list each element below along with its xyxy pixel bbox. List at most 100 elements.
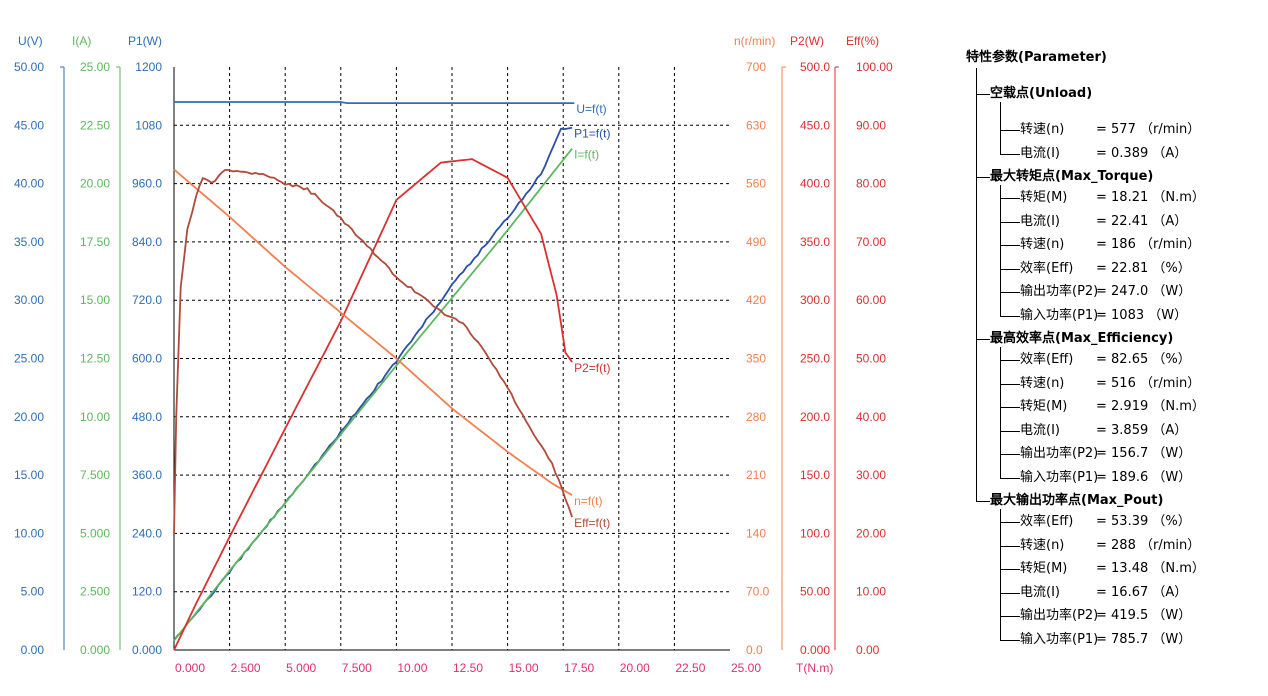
axis-title-left: I(A) [72,34,91,48]
tree-branch [976,501,990,502]
tree-branch [1000,268,1020,270]
parameter-value: = 16.67 （A） [1096,584,1188,600]
tick-label-left: 480.0 [132,410,162,424]
axis-title-right: P2(W) [790,34,824,48]
tree-branch [976,94,990,95]
series-line [173,158,573,651]
parameter-label: 转速(n) [1020,237,1065,252]
parameter-value: = 577 （r/min） [1096,122,1201,137]
tick-label-left: 25.00 [80,60,110,74]
series-label: I=f(t) [574,148,599,162]
tick-label-left: 120.0 [132,585,162,599]
parameter-value: = 22.41 （A） [1096,213,1188,229]
tick-label-left: 0.000 [80,643,110,657]
tick-label-left: 960.0 [132,177,162,191]
tick-label-left: 35.00 [14,235,44,249]
tree-branch [1000,315,1020,317]
parameter-value: = 3.859 （A） [1096,422,1188,438]
parameter-title: 特性参数(Parameter) [966,50,1107,65]
parameter-label: 电流(I) [1020,145,1060,161]
tick-label-right: 0.0 [746,643,763,657]
tree-branch-vertical [1000,102,1001,155]
parameter-group-title: 空载点(Unload) [990,86,1093,101]
series-line [173,168,573,535]
tick-label-right: 400.0 [800,177,830,191]
tick-label-left: 25.00 [14,352,44,366]
series-line [173,126,573,641]
tree-branch [1000,153,1020,155]
tick-label-left: 5.00 [21,585,45,599]
axis-title-right: Eff(%) [846,34,879,48]
parameter-label: 转速(n) [1020,375,1065,391]
parameter-value: = 156.7 （W） [1096,446,1192,461]
tree-branch [1000,569,1020,570]
tick-label-left: 0.00 [21,643,45,657]
tree-branch [1000,292,1020,293]
series-line [173,148,573,642]
tick-label-right: 630 [746,118,766,132]
parameter-value: = 516 （r/min） [1096,375,1201,391]
tick-label-left: 1080 [135,118,162,132]
series-label: n=f(t) [574,494,602,508]
tick-label-right: 0.00 [856,643,880,657]
tick-label-right: 490 [746,235,766,249]
parameter-value: = 1083 （W） [1096,307,1188,323]
tree-branch [976,177,990,178]
tick-label-right: 70.0 [746,585,770,599]
tree-branch-vertical [1000,185,1001,317]
tick-label-x: 25.00 [731,661,761,675]
parameter-label: 输入功率(P1) [1020,469,1099,485]
tick-label-left: 22.50 [80,118,110,132]
parameter-value: = 247.0 （W） [1096,284,1192,299]
series-label: Eff=f(t) [574,516,610,530]
tick-label-left: 2.500 [80,585,110,599]
parameter-value: = 2.919 （N.m） [1096,399,1205,414]
tree-branch [1000,454,1020,455]
parameter-value: = 189.6 （W） [1096,469,1192,485]
tick-label-left: 50.00 [14,60,44,74]
tick-label-x: 5.000 [286,661,316,675]
parameter-value: = 785.7 （W） [1096,631,1192,647]
tree-branch [1000,639,1020,641]
tree-branch [1000,198,1020,199]
tree-branch [1000,221,1020,223]
tick-label-left: 20.00 [14,410,44,424]
tick-label-x: 2.500 [231,661,261,675]
parameter-label: 电流(I) [1020,584,1060,600]
parameter-label: 转矩(M) [1020,190,1068,205]
tick-label-left: 0.000 [132,643,162,657]
tick-label-left: 20.00 [80,177,110,191]
tree-branch-vertical [1000,509,1001,641]
parameter-label: 转矩(M) [1020,399,1068,414]
tree-branch [1000,477,1020,479]
tick-label-left: 15.00 [80,293,110,307]
tick-label-x: 15.00 [509,661,539,675]
tick-label-right: 420 [746,293,766,307]
parameter-value: = 53.39 （%） [1096,514,1191,529]
series-label: P2=f(t) [574,361,610,375]
parameter-label: 转速(n) [1020,537,1065,553]
parameter-label: 输入功率(P1) [1020,307,1099,323]
axis-title-x: T(N.m) [796,661,833,675]
tree-branch [1000,430,1020,432]
tick-label-left: 10.00 [80,410,110,424]
tick-label-x: 22.50 [675,661,705,675]
tree-branch [1000,545,1020,547]
tick-label-left: 12.50 [80,352,110,366]
series-label: U=f(t) [576,102,606,116]
tick-label-right: 30.00 [856,468,886,482]
parameter-label: 输出功率(P2) [1020,446,1099,461]
series-label: P1=f(t) [574,127,610,141]
tick-label-right: 60.00 [856,293,886,307]
tick-label-right: 300.0 [800,293,830,307]
tick-label-left: 240.0 [132,526,162,540]
tick-label-x: 17.50 [564,661,594,675]
tick-label-right: 250.0 [800,352,830,366]
tick-label-left: 15.00 [14,468,44,482]
parameter-value: = 288 （r/min） [1096,537,1201,553]
tick-label-right: 210 [746,468,766,482]
parameter-label: 输入功率(P1) [1020,631,1099,647]
tick-label-right: 150.0 [800,468,830,482]
parameter-label: 转矩(M) [1020,561,1068,576]
axis-title-left: U(V) [18,34,43,48]
